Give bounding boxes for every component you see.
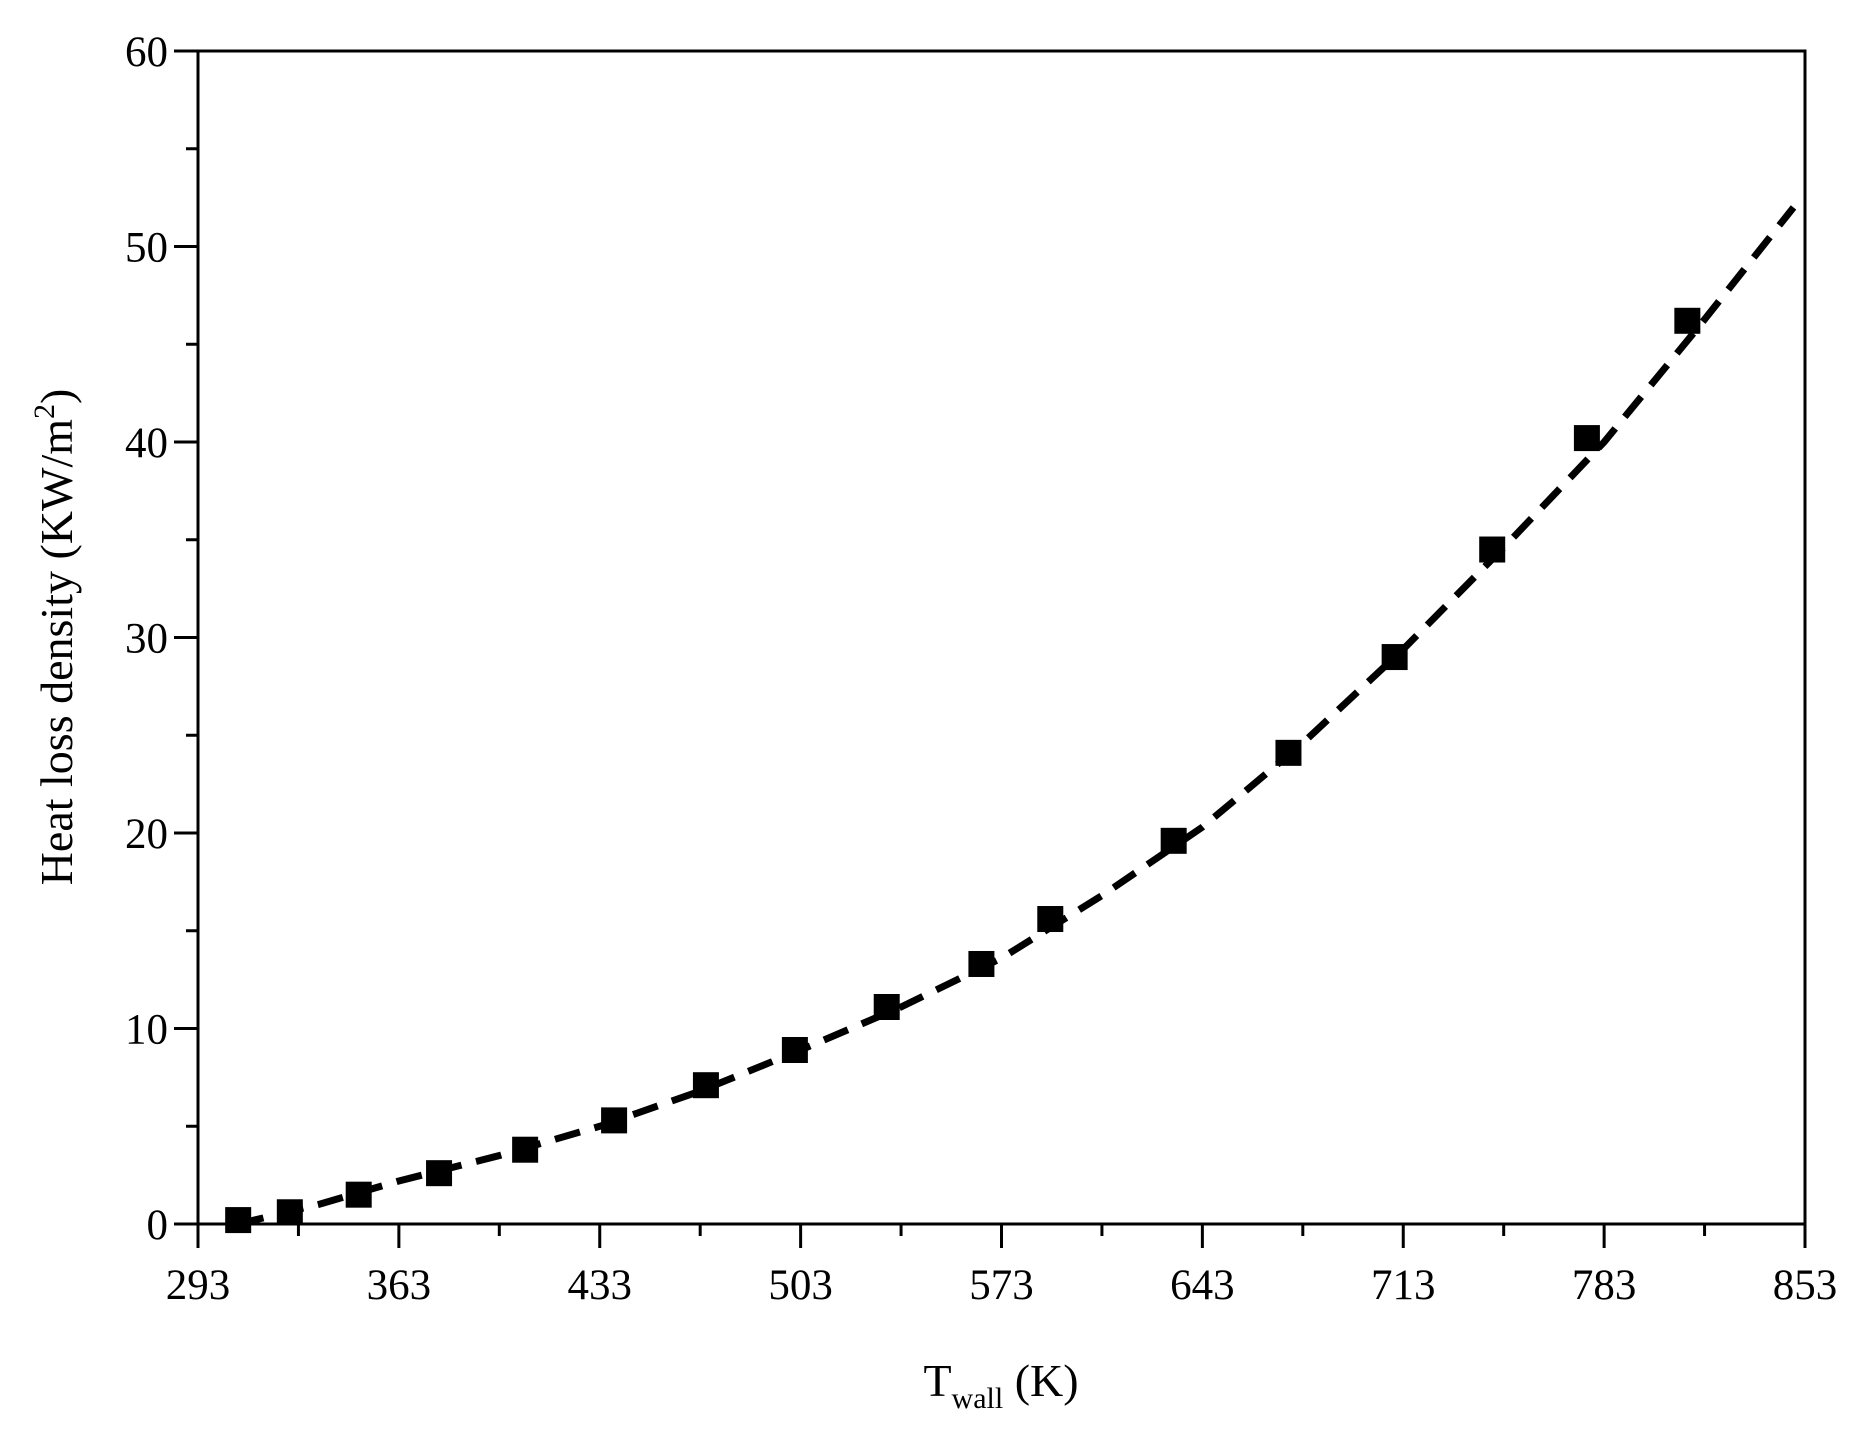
y-tick-label: 40 bbox=[125, 420, 168, 467]
y-title-rest: ) bbox=[31, 389, 82, 404]
data-point bbox=[1573, 425, 1600, 452]
y-tick-label: 20 bbox=[125, 811, 168, 858]
x-axis-title: Twall (K) bbox=[923, 1355, 1078, 1415]
y-axis-title: Heat loss density (KW/m2) bbox=[28, 389, 82, 886]
x-title-rest: (K) bbox=[1003, 1355, 1078, 1406]
y-tick-label: 50 bbox=[125, 225, 168, 272]
y-tick-label: 60 bbox=[125, 29, 168, 76]
x-tick-label: 783 bbox=[1572, 1262, 1637, 1309]
y-tick-label: 30 bbox=[125, 616, 168, 663]
x-tick-label: 573 bbox=[969, 1262, 1034, 1309]
x-tick-label: 853 bbox=[1773, 1262, 1838, 1309]
y-title-main: Heat loss density (KW/m bbox=[31, 419, 82, 886]
x-tick-label: 713 bbox=[1371, 1262, 1436, 1309]
x-tick-label: 643 bbox=[1170, 1262, 1235, 1309]
x-tick-label: 363 bbox=[367, 1262, 432, 1309]
data-point bbox=[1674, 307, 1701, 334]
x-tick-label: 293 bbox=[166, 1262, 231, 1309]
x-tick-label: 433 bbox=[568, 1262, 633, 1309]
x-title-sub: wall bbox=[952, 1382, 1004, 1415]
x-title-main: T bbox=[923, 1355, 951, 1406]
y-tick-label: 10 bbox=[125, 1007, 168, 1054]
y-tick-label: 0 bbox=[147, 1202, 169, 1249]
x-tick-label: 503 bbox=[768, 1262, 833, 1309]
fit-line bbox=[237, 205, 1797, 1228]
y-title-sup: 2 bbox=[28, 404, 61, 419]
plot-frame bbox=[196, 49, 1807, 1226]
